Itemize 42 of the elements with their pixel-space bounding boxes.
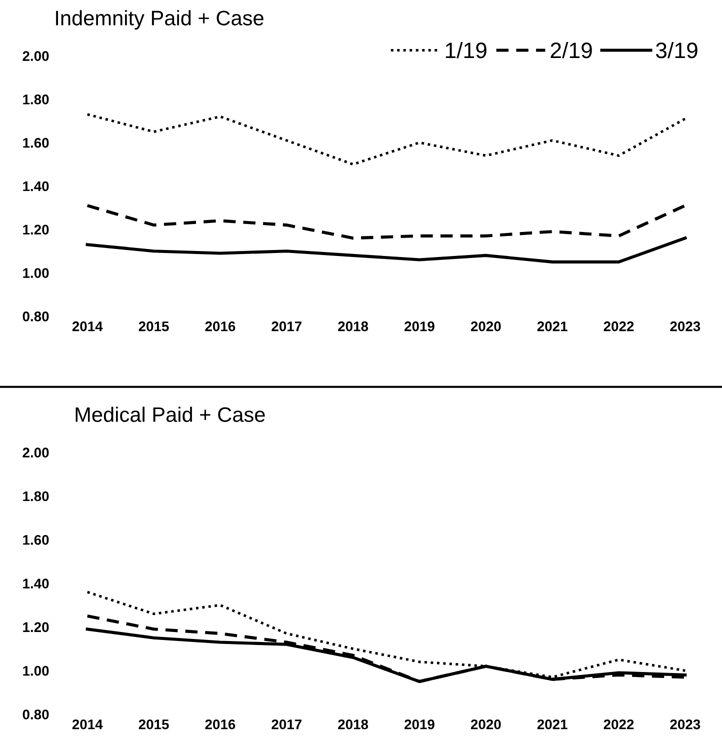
y-tick-label: 1.00 <box>23 268 49 278</box>
x-tick-label: 2020 <box>470 719 501 730</box>
y-tick-label: 1.00 <box>23 666 49 676</box>
y-tick-label: 1.40 <box>23 181 49 192</box>
chart-title: Medical Paid + Case <box>76 406 265 422</box>
legend-label: 3/19 <box>656 42 698 58</box>
y-tick-label: 1.80 <box>23 94 49 104</box>
legend-label: 2/19 <box>550 42 592 58</box>
chart-title: Indemnity Paid + Case <box>56 10 264 30</box>
y-tick-label: 1.60 <box>23 138 49 148</box>
x-tick-label: 2020 <box>470 321 501 332</box>
y-tick-label: 1.80 <box>23 491 49 502</box>
legend-label: 1/19 <box>446 42 486 58</box>
y-tick-label: 1.60 <box>23 534 49 545</box>
y-tick-label: 0.80 <box>22 710 49 720</box>
y-tick-label: 2.00 <box>22 448 49 458</box>
x-tick-label: 2018 <box>338 719 368 730</box>
x-tick-label: 2021 <box>537 719 568 730</box>
y-tick-label: 1.20 <box>23 224 49 235</box>
x-tick-label: 2023 <box>670 321 700 332</box>
y-tick-label: 0.80 <box>22 312 49 322</box>
x-tick-label: 2022 <box>604 719 634 730</box>
line-series <box>86 113 686 166</box>
x-tick-label: 2016 <box>205 719 236 730</box>
x-tick-label: 2016 <box>205 321 236 332</box>
x-tick-label: 2021 <box>537 321 568 332</box>
x-tick-label: 2023 <box>670 719 700 730</box>
line-series <box>86 204 687 240</box>
x-tick-label: 2015 <box>138 719 169 730</box>
y-tick-label: 1.20 <box>23 622 49 632</box>
x-tick-label: 2014 <box>72 321 103 332</box>
x-tick-label: 2019 <box>404 321 434 332</box>
x-tick-label: 2018 <box>338 321 368 332</box>
y-tick-label: 2.00 <box>22 51 49 61</box>
line-series <box>86 236 687 264</box>
x-tick-label: 2022 <box>604 321 634 332</box>
y-tick-label: 1.40 <box>23 578 49 588</box>
x-tick-label: 2015 <box>138 321 169 332</box>
x-tick-label: 2017 <box>272 321 302 332</box>
x-tick-label: 2019 <box>404 719 434 730</box>
x-tick-label: 2017 <box>272 719 302 730</box>
x-tick-label: 2014 <box>72 719 103 730</box>
